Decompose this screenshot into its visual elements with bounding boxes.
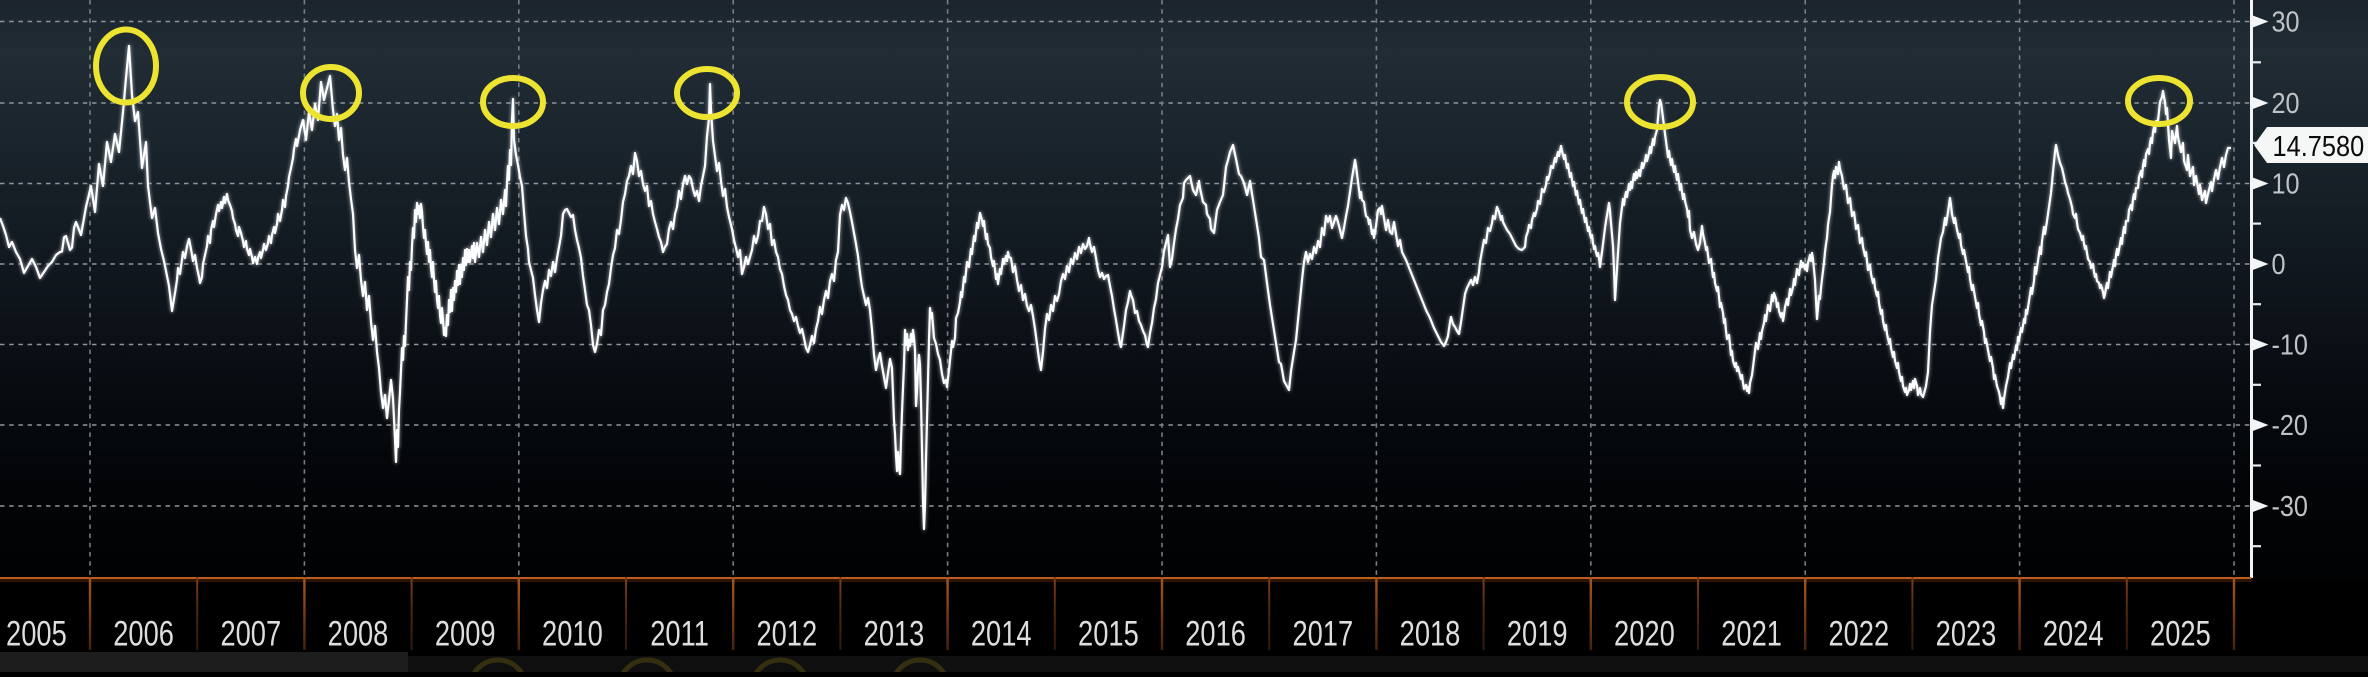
svg-text:30: 30: [2272, 5, 2300, 38]
svg-text:2005: 2005: [6, 614, 67, 653]
svg-text:2016: 2016: [1185, 614, 1246, 653]
svg-text:2022: 2022: [1828, 614, 1889, 653]
svg-text:-10: -10: [2272, 328, 2308, 361]
svg-text:2017: 2017: [1292, 614, 1353, 653]
svg-text:2020: 2020: [1614, 614, 1675, 653]
svg-text:2025: 2025: [2150, 614, 2211, 653]
svg-text:2018: 2018: [1400, 614, 1461, 653]
svg-text:2010: 2010: [542, 614, 603, 653]
svg-text:10: 10: [2272, 167, 2300, 200]
svg-text:2011: 2011: [650, 614, 709, 653]
svg-text:0: 0: [2272, 247, 2286, 280]
svg-text:2008: 2008: [328, 614, 389, 653]
svg-text:2024: 2024: [2043, 614, 2104, 653]
svg-text:2015: 2015: [1078, 614, 1139, 653]
svg-text:2009: 2009: [435, 614, 496, 653]
svg-text:2007: 2007: [220, 614, 281, 653]
svg-text:2012: 2012: [756, 614, 817, 653]
svg-text:20: 20: [2272, 86, 2300, 119]
svg-text:2023: 2023: [1936, 614, 1997, 653]
svg-text:2013: 2013: [864, 614, 925, 653]
svg-text:2006: 2006: [113, 614, 174, 653]
svg-text:2014: 2014: [971, 614, 1032, 653]
svg-text:14.7580: 14.7580: [2273, 130, 2365, 163]
svg-text:-20: -20: [2272, 408, 2308, 441]
svg-text:-30: -30: [2272, 489, 2308, 522]
svg-text:2019: 2019: [1507, 614, 1568, 653]
svg-text:2021: 2021: [1721, 614, 1782, 653]
